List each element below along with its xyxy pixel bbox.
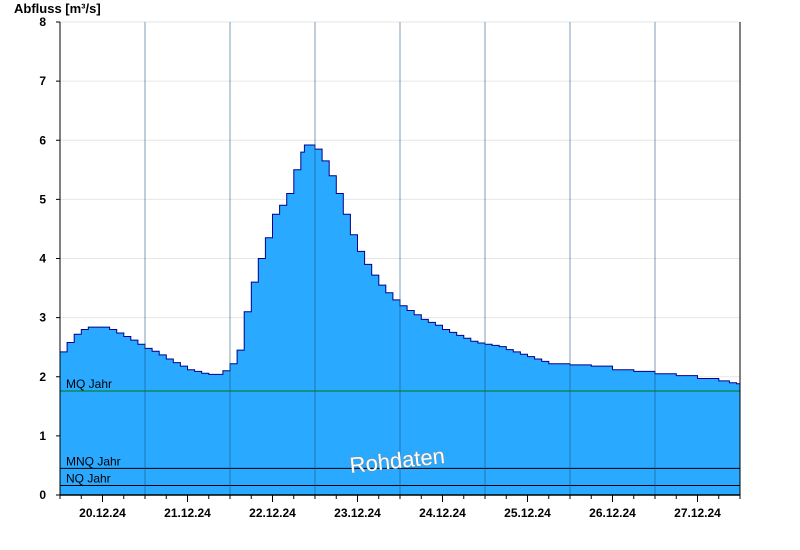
- reference-line-label: MQ Jahr: [66, 377, 112, 391]
- x-tick-label: 24.12.24: [419, 506, 466, 520]
- y-tick-labels: 0 1 2 3 4 5 6 7 8: [39, 15, 46, 502]
- y-axis-label: Abfluss [m³/s]: [14, 1, 101, 16]
- axes: [56, 21, 741, 502]
- x-tick-label: 27.12.24: [674, 506, 721, 520]
- y-tick-label: 3: [39, 311, 46, 325]
- reference-line-label: NQ Jahr: [66, 472, 111, 486]
- reference-labels: MQ Jahr MNQ Jahr NQ Jahr: [66, 377, 121, 486]
- y-tick-label: 0: [39, 488, 46, 502]
- reference-line-label: MNQ Jahr: [66, 454, 121, 468]
- x-tick-label: 23.12.24: [334, 506, 381, 520]
- x-tick-label: 20.12.24: [79, 506, 126, 520]
- day-gridlines: [144, 22, 656, 495]
- x-tick-label: 26.12.24: [589, 506, 636, 520]
- y-tick-label: 7: [39, 74, 46, 88]
- y-tick-label: 1: [39, 429, 46, 443]
- x-tick-label: 21.12.24: [164, 506, 211, 520]
- x-tick-label: 22.12.24: [249, 506, 296, 520]
- y-tick-label: 5: [39, 192, 46, 206]
- discharge-line: [60, 144, 741, 388]
- y-tick-label: 4: [39, 252, 46, 266]
- y-tick-label: 6: [39, 133, 46, 147]
- x-tick-labels: 20.12.24 21.12.24 22.12.24 23.12.24 24.12.24…: [79, 506, 721, 520]
- x-tick-label: 25.12.24: [504, 506, 551, 520]
- y-tick-label: 8: [39, 15, 46, 29]
- y-tick-label: 2: [39, 370, 46, 384]
